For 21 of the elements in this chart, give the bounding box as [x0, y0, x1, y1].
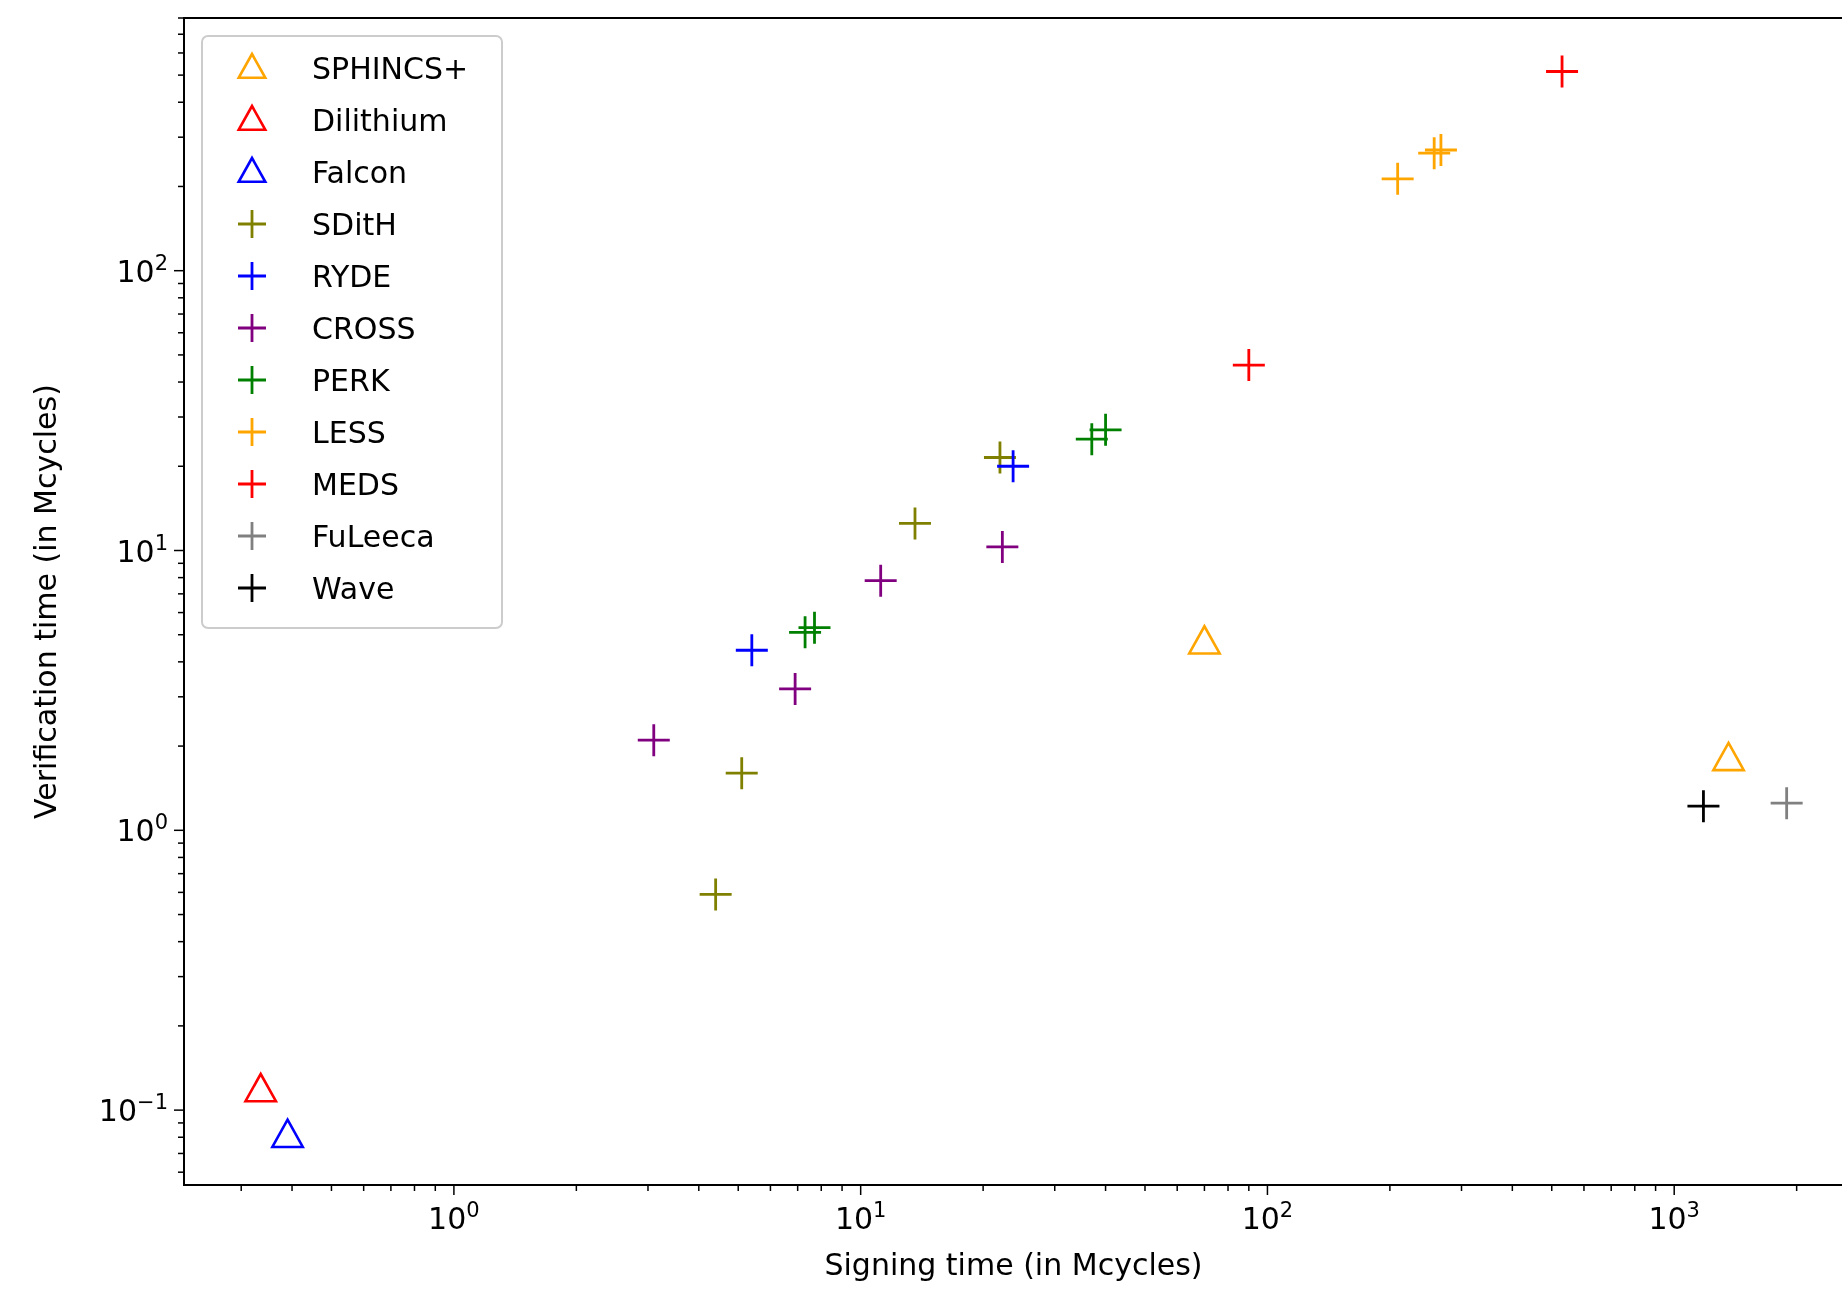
legend-label: LESS	[312, 415, 386, 450]
x-tick-label: 10$^{1}$	[834, 1198, 887, 1236]
legend-label: Falcon	[312, 155, 408, 190]
x-tick-label: 10$^{3}$	[1648, 1198, 1700, 1236]
legend-label: Wave	[312, 571, 395, 606]
legend-label: SDitH	[312, 207, 397, 242]
legend-label: RYDE	[312, 259, 392, 294]
legend-label: SPHINCS+	[312, 51, 469, 86]
x-tick-label: 10$^{0}$	[428, 1198, 480, 1236]
legend-label: CROSS	[312, 311, 416, 346]
y-tick-label: 10$^{0}$	[116, 810, 168, 849]
legend-label: PERK	[312, 363, 391, 398]
x-axis-title: Signing time (in Mcycles)	[824, 1247, 1203, 1282]
legend-label: MEDS	[312, 467, 399, 502]
legend-label: Dilithium	[312, 103, 448, 138]
y-tick-label: 10$^{1}$	[116, 530, 168, 569]
y-tick-label: 10$^{2}$	[116, 250, 168, 289]
x-tick-label: 10$^{2}$	[1241, 1198, 1294, 1236]
legend-label: FuLeeca	[312, 519, 435, 554]
y-tick-label: 10$^{−1}$	[98, 1090, 168, 1129]
y-axis-title: Verification time (in Mcycles)	[28, 384, 63, 819]
